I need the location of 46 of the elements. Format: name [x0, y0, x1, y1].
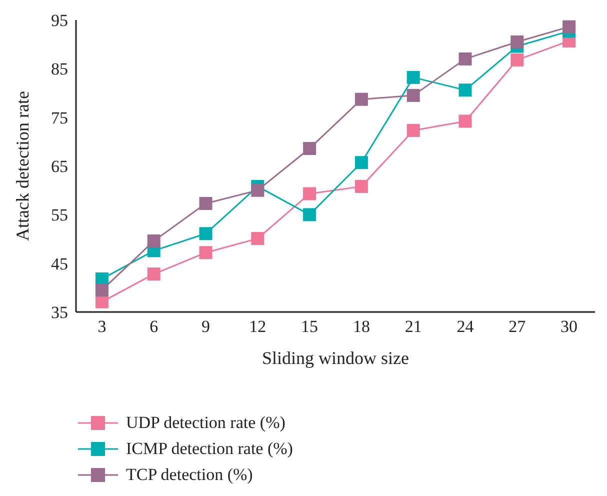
y-tick-label: 55: [51, 206, 68, 225]
point: [95, 295, 108, 308]
y-tick-label: 65: [51, 157, 68, 176]
point: [458, 84, 472, 97]
point: [199, 246, 212, 260]
point: [199, 196, 212, 210]
point: [199, 227, 212, 240]
point: [147, 268, 160, 281]
point: [406, 88, 420, 102]
point: [562, 20, 576, 34]
point: [303, 142, 316, 155]
point: [147, 234, 160, 248]
legend-label: UDP detection rate (%): [126, 413, 286, 433]
point: [406, 70, 420, 84]
point: [510, 53, 524, 66]
point: [354, 92, 368, 106]
x-tick-label: 6: [150, 317, 158, 336]
y-tick-label: 45: [51, 254, 68, 274]
point: [458, 114, 472, 128]
y-tick-label: 75: [51, 108, 68, 128]
y-tick-label: 35: [51, 303, 68, 322]
x-tick-label: 15: [301, 317, 318, 336]
x-tick-label: 18: [352, 317, 370, 336]
point: [251, 184, 264, 197]
point: [303, 208, 316, 222]
x-tick-label: 9: [202, 317, 210, 336]
x-tick-label: 3: [98, 317, 106, 336]
point: [354, 156, 368, 170]
y-tick-label: 95: [51, 11, 68, 30]
x-tick-label: 12: [249, 317, 266, 336]
point: [95, 284, 108, 297]
point: [354, 180, 368, 193]
x-axis-title: Sliding window size: [262, 348, 410, 368]
legend-label: TCP detection (%): [126, 465, 253, 485]
x-tick-label: 30: [560, 317, 578, 336]
x-tick-label: 27: [508, 317, 526, 336]
x-tick-label: 24: [456, 317, 474, 336]
y-axis-title: Attack detection rate: [12, 91, 32, 241]
x-tick-label: 21: [404, 317, 422, 336]
point: [303, 187, 316, 200]
point: [406, 124, 420, 137]
point: [510, 35, 524, 48]
y-tick-label: 85: [51, 60, 68, 79]
point: [458, 52, 472, 66]
point: [251, 232, 264, 246]
legend-label: ICMP detection rate (%): [126, 439, 293, 459]
